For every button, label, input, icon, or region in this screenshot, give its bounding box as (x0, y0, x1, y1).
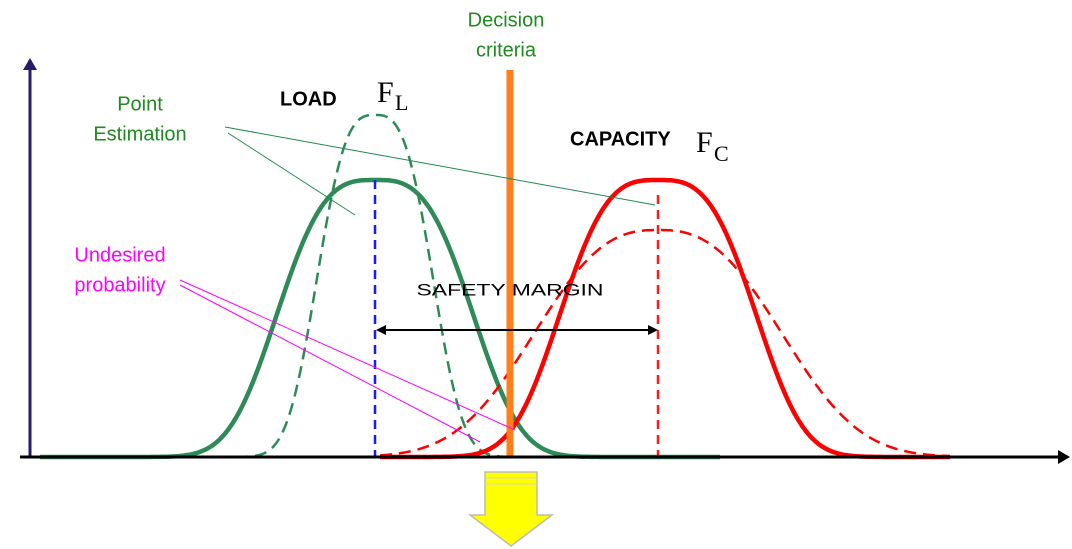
label: Decision (468, 9, 545, 31)
label: Estimation (93, 123, 186, 145)
label: Undesired (74, 244, 165, 266)
pointer-line (179, 284, 481, 443)
pointer-line (224, 126, 656, 206)
subscript: L (395, 90, 408, 115)
down-arrow (467, 471, 555, 547)
label: Point (117, 93, 163, 115)
pointer-line (179, 279, 516, 431)
symbol: F (377, 76, 394, 109)
load-curve (40, 177, 720, 460)
label: CAPACITY (570, 128, 671, 150)
arrow-stripes (485, 477, 537, 485)
label: LOAD (280, 88, 337, 110)
capacity-curve (380, 177, 950, 460)
symbol: F (696, 126, 713, 159)
label: probability (74, 274, 165, 296)
capacity-point-curve (379, 228, 951, 458)
label: SAFETY MARGIN (417, 280, 604, 299)
subscript: C (714, 141, 729, 166)
pointer-line (227, 132, 356, 216)
label: criteria (476, 39, 537, 61)
